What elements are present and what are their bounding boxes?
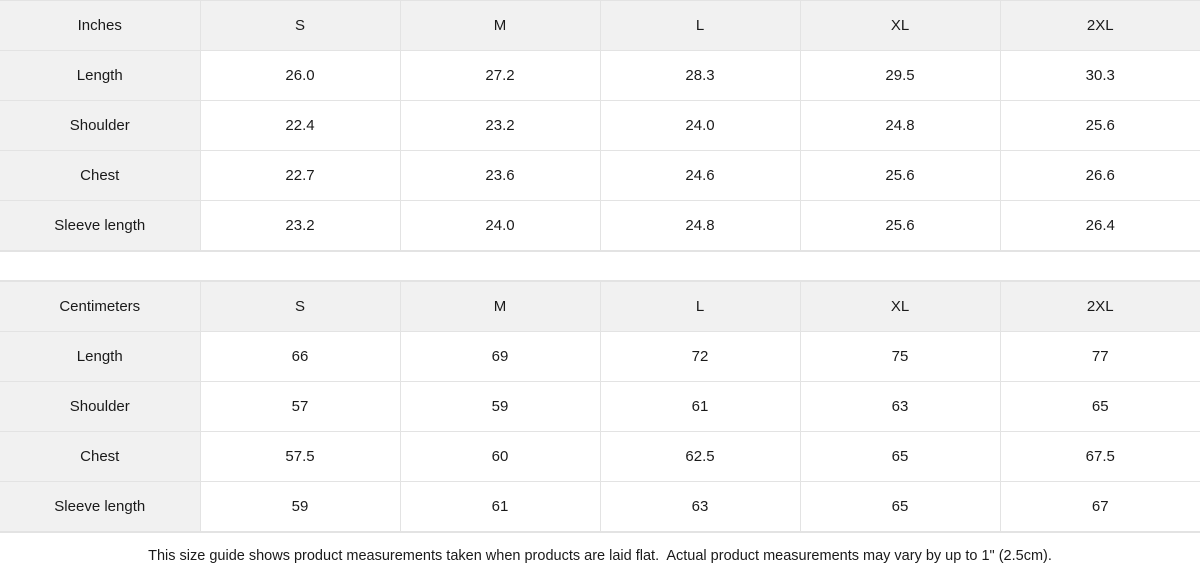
measurement-label-chest: Chest xyxy=(0,150,201,201)
table-row: Shoulder 22.4 23.2 24.0 24.8 25.6 xyxy=(0,100,1200,151)
measurement-value: 26.6 xyxy=(1000,150,1200,201)
measurement-value: 59 xyxy=(400,380,601,432)
measurement-value: 26.4 xyxy=(1000,200,1200,251)
measurement-value: 25.6 xyxy=(800,200,1001,251)
size-guide-footnote: This size guide shows product measuremen… xyxy=(0,531,1200,580)
measurement-value: 67.5 xyxy=(1000,430,1200,482)
unit-label-inches: Inches xyxy=(0,0,201,51)
centimeters-table-body: Length 66 69 72 75 77 Shoulder 57 59 61 … xyxy=(0,330,1200,532)
table-header-row: Inches S M L XL 2XL xyxy=(0,0,1200,51)
measurement-value: 23.2 xyxy=(400,100,601,151)
measurement-value: 72 xyxy=(600,330,801,382)
size-column-header-m: M xyxy=(400,280,601,332)
inches-table-body: Length 26.0 27.2 28.3 29.5 30.3 Shoulder… xyxy=(0,50,1200,251)
measurement-value: 22.4 xyxy=(200,100,401,151)
measurement-value: 22.7 xyxy=(200,150,401,201)
footnote-text: This size guide shows product measuremen… xyxy=(148,548,1052,565)
size-column-header-l: L xyxy=(600,280,801,332)
measurement-value: 25.6 xyxy=(1000,100,1200,151)
measurement-value: 67 xyxy=(1000,480,1200,532)
size-column-header-xl: XL xyxy=(800,280,1001,332)
measurement-value: 30.3 xyxy=(1000,50,1200,101)
measurement-value: 27.2 xyxy=(400,50,601,101)
table-row: Sleeve length 59 61 63 65 67 xyxy=(0,480,1200,532)
measurement-value: 75 xyxy=(800,330,1001,382)
table-row: Chest 57.5 60 62.5 65 67.5 xyxy=(0,430,1200,482)
measurement-value: 26.0 xyxy=(200,50,401,101)
measurement-value: 60 xyxy=(400,430,601,482)
measurement-label-chest: Chest xyxy=(0,430,201,482)
measurement-value: 66 xyxy=(200,330,401,382)
size-column-header-2xl: 2XL xyxy=(1000,0,1200,51)
measurement-value: 24.0 xyxy=(600,100,801,151)
measurement-value: 23.6 xyxy=(400,150,601,201)
size-column-header-l: L xyxy=(600,0,801,51)
inches-table-header: Inches S M L XL 2XL xyxy=(0,0,1200,51)
measurement-value: 57.5 xyxy=(200,430,401,482)
size-column-header-s: S xyxy=(200,280,401,332)
measurement-value: 24.8 xyxy=(600,200,801,251)
measurement-label-sleeve-length: Sleeve length xyxy=(0,480,201,532)
unit-label-centimeters: Centimeters xyxy=(0,280,201,332)
size-column-header-2xl: 2XL xyxy=(1000,280,1200,332)
measurement-value: 77 xyxy=(1000,330,1200,382)
measurement-value: 65 xyxy=(800,430,1001,482)
table-header-row: Centimeters S M L XL 2XL xyxy=(0,280,1200,332)
measurement-value: 57 xyxy=(200,380,401,432)
table-separator xyxy=(0,251,1200,281)
measurement-value: 24.6 xyxy=(600,150,801,201)
centimeters-size-table: Centimeters S M L XL 2XL Length 66 69 72… xyxy=(0,280,1200,532)
measurement-value: 25.6 xyxy=(800,150,1001,201)
centimeters-table-header: Centimeters S M L XL 2XL xyxy=(0,280,1200,332)
measurement-value: 62.5 xyxy=(600,430,801,482)
measurement-value: 61 xyxy=(400,480,601,532)
measurement-value: 24.8 xyxy=(800,100,1001,151)
size-column-header-m: M xyxy=(400,0,601,51)
table-row: Shoulder 57 59 61 63 65 xyxy=(0,380,1200,432)
measurement-value: 63 xyxy=(800,380,1001,432)
table-row: Sleeve length 23.2 24.0 24.8 25.6 26.4 xyxy=(0,200,1200,251)
measurement-value: 63 xyxy=(600,480,801,532)
measurement-label-sleeve-length: Sleeve length xyxy=(0,200,201,251)
inches-size-table: Inches S M L XL 2XL Length 26.0 27.2 28.… xyxy=(0,0,1200,251)
measurement-label-length: Length xyxy=(0,50,201,101)
measurement-value: 29.5 xyxy=(800,50,1001,101)
measurement-value: 61 xyxy=(600,380,801,432)
table-row: Length 66 69 72 75 77 xyxy=(0,330,1200,382)
size-column-header-s: S xyxy=(200,0,401,51)
size-column-header-xl: XL xyxy=(800,0,1001,51)
table-row: Chest 22.7 23.6 24.6 25.6 26.6 xyxy=(0,150,1200,201)
measurement-value: 59 xyxy=(200,480,401,532)
measurement-label-length: Length xyxy=(0,330,201,382)
measurement-value: 24.0 xyxy=(400,200,601,251)
measurement-value: 28.3 xyxy=(600,50,801,101)
measurement-value: 23.2 xyxy=(200,200,401,251)
table-row: Length 26.0 27.2 28.3 29.5 30.3 xyxy=(0,50,1200,101)
measurement-label-shoulder: Shoulder xyxy=(0,100,201,151)
measurement-value: 65 xyxy=(800,480,1001,532)
measurement-value: 65 xyxy=(1000,380,1200,432)
measurement-label-shoulder: Shoulder xyxy=(0,380,201,432)
measurement-value: 69 xyxy=(400,330,601,382)
